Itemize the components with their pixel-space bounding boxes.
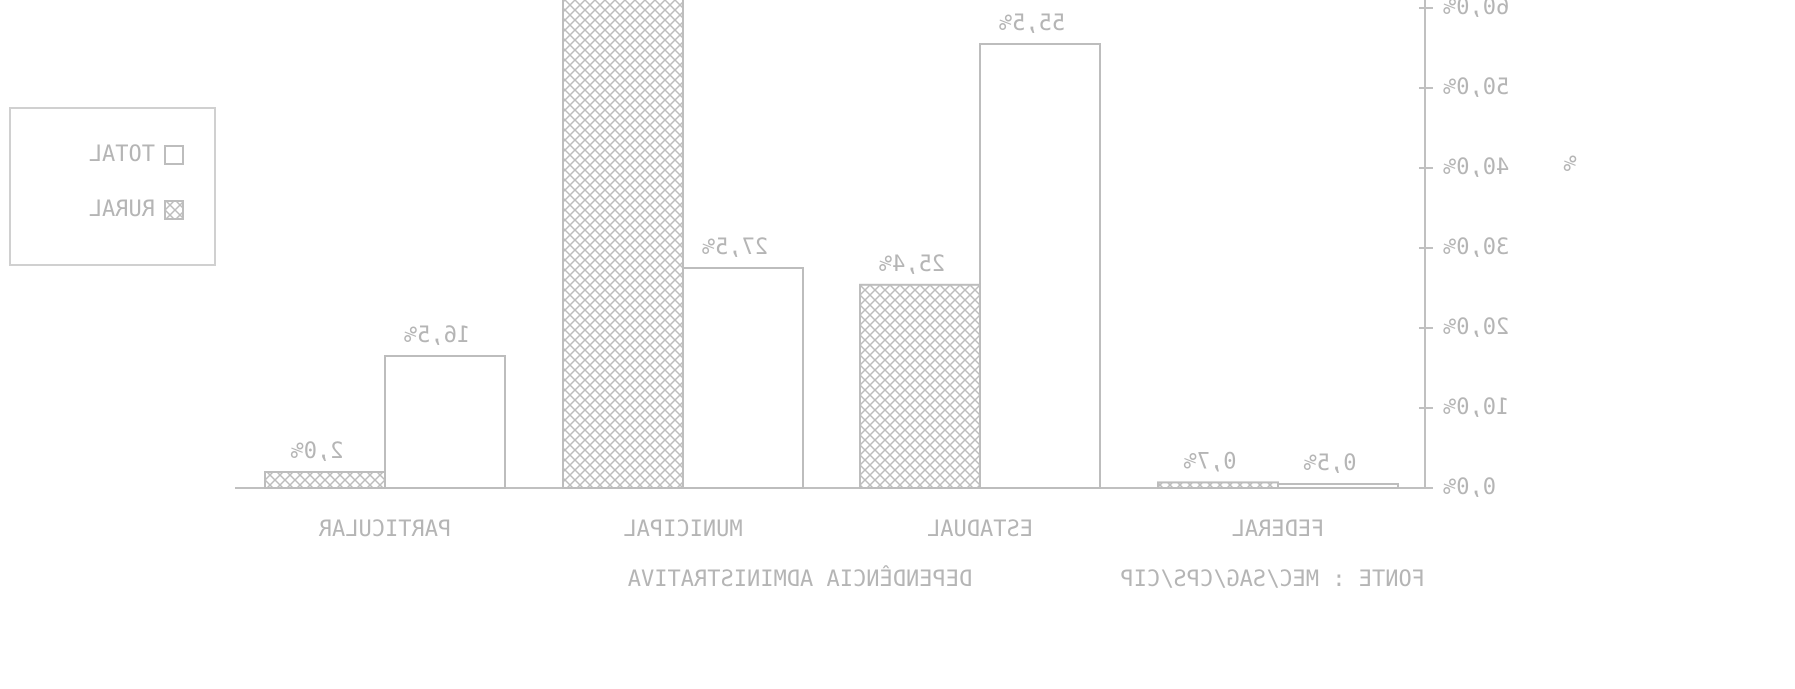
y-tick-label: 20,0%	[1443, 315, 1509, 340]
bar	[1157, 481, 1279, 489]
legend-label: RURAL	[89, 197, 155, 222]
bar	[384, 355, 506, 489]
value-label: 16,5%	[404, 323, 470, 348]
legend-swatch	[164, 200, 184, 220]
legend-label: TOTAL	[89, 142, 155, 167]
y-axis-label: %	[1563, 152, 1576, 177]
y-tick-label: 10,0%	[1443, 395, 1509, 420]
x-tick-label: PARTICULAR	[318, 517, 451, 542]
bar	[682, 267, 804, 489]
y-tick-label: 60,0%	[1443, 0, 1509, 20]
bar	[1277, 483, 1399, 489]
value-label: 2,0%	[291, 439, 344, 464]
value-label: 0,5%	[1304, 451, 1357, 476]
x-tick-label: MUNICIPAL	[623, 517, 742, 542]
value-label: 27,5%	[702, 235, 768, 260]
value-label: 0,7%	[1184, 449, 1237, 474]
y-tick-label: 40,0%	[1443, 155, 1509, 180]
bar	[562, 0, 684, 490]
bar	[979, 43, 1101, 489]
source-note: FONTE : MEC/SAG/CPS/CIP	[1120, 567, 1425, 592]
y-tick-label: 30,0%	[1443, 235, 1509, 260]
x-tick-label: ESTADUAL	[927, 517, 1033, 542]
legend-box	[9, 107, 216, 266]
plot: DEPENDÊNCIA ADMINISTRATIVA FONTE : MEC/S…	[9, 0, 1577, 592]
value-label: 55,5%	[999, 11, 1065, 36]
y-tick-label: 0,0%	[1443, 475, 1496, 500]
axis-title: DEPENDÊNCIA ADMINISTRATIVA	[628, 566, 972, 592]
x-tick-label: FEDERAL	[1232, 517, 1325, 542]
bar	[264, 471, 386, 489]
bar	[859, 283, 981, 489]
legend-swatch	[164, 145, 184, 165]
value-label: 25,4%	[879, 252, 945, 277]
y-tick-label: 50,0%	[1443, 75, 1509, 100]
